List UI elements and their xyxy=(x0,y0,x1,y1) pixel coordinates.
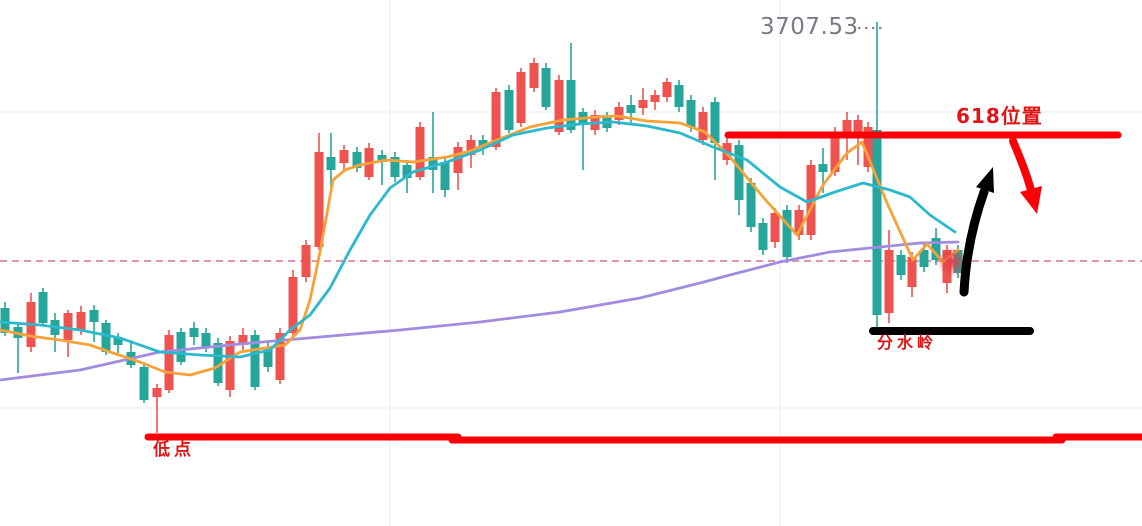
low-point-label: 低点 xyxy=(153,440,195,460)
watershed-label: 分水岭 xyxy=(877,333,938,352)
peak-price-label: 3707.53 xyxy=(760,14,859,40)
highlight-dot xyxy=(937,247,967,277)
ma-fast-line xyxy=(0,114,960,377)
down-arrow xyxy=(1009,137,1042,214)
ma-mid-line xyxy=(0,120,957,359)
resistance-618-label: 618位置 xyxy=(956,104,1043,128)
candles xyxy=(0,22,963,433)
up-arrow xyxy=(959,167,994,297)
support-line-low xyxy=(144,433,1142,444)
ma-slow-line xyxy=(0,240,960,382)
